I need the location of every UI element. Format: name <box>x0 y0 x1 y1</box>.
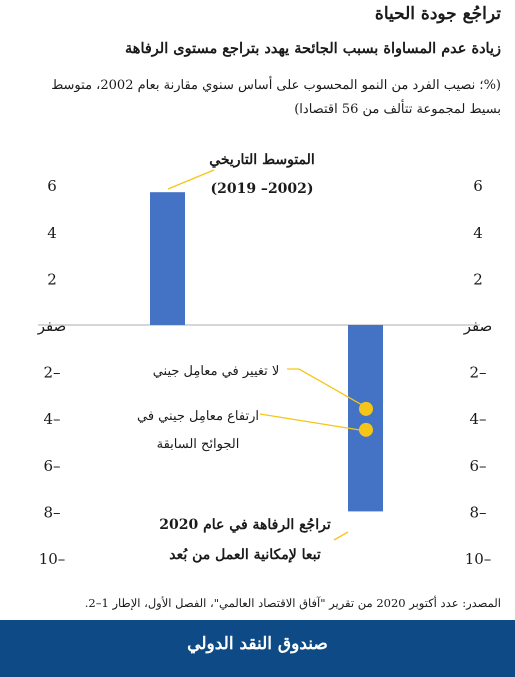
y-tick-label-right: صفر <box>463 317 493 335</box>
chart: 6 6 4 4 2 2 صفر صفر –2 –2 –4 –4 –6 –6 –8 –8 –10 –10 المتوس… <box>37 152 493 568</box>
y-tick-label-right: –6 <box>469 457 486 475</box>
y-tick-label-right: –2 <box>469 364 486 382</box>
y-tick-label-left: –8 <box>43 503 60 521</box>
data-point <box>359 422 373 437</box>
annotation-text: الجوائح السابقة <box>157 437 240 452</box>
y-tick-label-left: –4 <box>43 410 60 428</box>
annotation-text: ارتفاع معامِل جيني في <box>137 409 259 424</box>
annotation-text: تراجُع الرفاهة في عام 2020 <box>159 517 331 533</box>
y-tick-label-left: صفر <box>37 317 67 335</box>
source-note: المصدر: عدد أكتوبر 2020 من تقرير "آفاق ا… <box>84 596 501 610</box>
footer-banner: صندوق النقد الدولي <box>0 620 515 677</box>
y-tick-label-left: –6 <box>43 457 60 475</box>
y-tick-label-right: –8 <box>469 503 486 521</box>
annotation-text: لا تغيير في معامِل جيني <box>153 364 280 379</box>
bar <box>348 325 383 512</box>
y-tick-label-right: –10 <box>465 550 492 568</box>
y-tick-label-left: –2 <box>43 364 60 382</box>
data-point <box>359 401 373 416</box>
annotation-text: (2002– 2019) <box>210 181 313 197</box>
y-tick-label-left: 2 <box>47 270 57 288</box>
connector-line <box>259 413 360 431</box>
connector-line <box>167 169 215 190</box>
footer-label: صندوق النقد الدولي <box>187 634 328 654</box>
y-tick-label-left: –10 <box>39 550 66 568</box>
y-tick-label-left: 4 <box>47 224 57 242</box>
chart-title: تراجُع جودة الحياة <box>374 4 501 24</box>
connector-line <box>287 368 363 406</box>
annotation-text: المتوسط التاريخي <box>209 152 315 168</box>
y-tick-label-left: 6 <box>47 177 57 195</box>
annotation-text: تبعا لإمكانية العمل من بُعد <box>169 547 321 564</box>
y-tick-label-right: 6 <box>473 177 483 195</box>
y-tick-label-right: 4 <box>473 224 483 242</box>
chart-note: (%؛ نصيب الفرد من النمو المحسوب على أساس… <box>51 78 501 117</box>
bar <box>150 192 185 325</box>
y-tick-label-right: 2 <box>473 270 483 288</box>
chart-subtitle: زيادة عدم المساواة بسبب الجائحة يهدد بتر… <box>125 40 501 57</box>
connector-line <box>333 531 349 541</box>
y-tick-label-right: –4 <box>469 410 486 428</box>
